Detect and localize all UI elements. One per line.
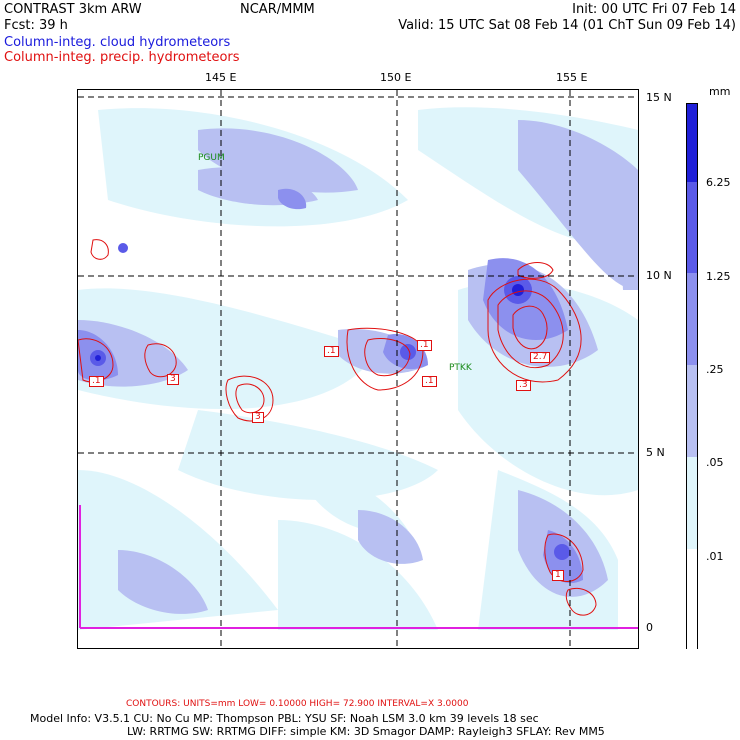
contour-label: 1 xyxy=(552,570,564,581)
contour-label: .1 xyxy=(324,346,339,357)
lon-label-155: 155 E xyxy=(556,71,588,84)
init-time: Init: 00 UTC Fri 07 Feb 14 xyxy=(572,2,736,17)
station-ptkk: PTKK xyxy=(449,363,472,373)
map-panel: PGUM PTKK .1 3 3 .1 .1 2.7 .3 .1 1 1 xyxy=(77,89,639,649)
lat-label-0: 0 xyxy=(646,621,653,634)
lon-label-145: 145 E xyxy=(205,71,237,84)
colorbar-label-25: .25 xyxy=(706,363,724,376)
colorbar-label-125: 1.25 xyxy=(706,270,731,283)
lat-lon-grid xyxy=(78,90,638,648)
field-precip-title: Column-integ. precip. hydrometeors xyxy=(4,50,240,65)
map-canvas xyxy=(78,90,638,648)
institution: NCAR/MMM xyxy=(240,2,315,17)
domain-boundary xyxy=(79,505,638,629)
lon-label-150: 150 E xyxy=(380,71,412,84)
colorbar-swatch-0 xyxy=(687,549,697,650)
contour-label: .1 xyxy=(422,376,437,387)
colorbar-swatch-05 xyxy=(687,365,697,457)
lat-label-15n: 15 N xyxy=(646,91,672,104)
colorbar xyxy=(686,103,698,650)
colorbar-swatch-01 xyxy=(687,457,697,549)
lat-label-5n: 5 N xyxy=(646,446,665,459)
contour-label: 3 xyxy=(252,412,264,423)
colorbar-swatch-125 xyxy=(687,182,697,273)
model-info-line1: Model Info: V3.5.1 CU: No Cu MP: Thompso… xyxy=(30,712,539,725)
model-title: CONTRAST 3km ARW xyxy=(4,2,142,17)
valid-time: Valid: 15 UTC Sat 08 Feb 14 (01 ChT Sun … xyxy=(398,18,736,33)
contour-label: 2.7 xyxy=(530,352,551,363)
colorbar-label-01: .01 xyxy=(706,550,724,563)
colorbar-label-625: 6.25 xyxy=(706,176,731,189)
colorbar-swatch-25 xyxy=(687,273,697,365)
contour-label: .3 xyxy=(516,380,531,391)
colorbar-swatch-625 xyxy=(687,104,697,182)
contour-info: CONTOURS: UNITS=mm LOW= 0.10000 HIGH= 72… xyxy=(126,699,469,709)
contour-label: .1 xyxy=(89,376,104,387)
model-info-line2: LW: RRTMG SW: RRTMG DIFF: simple KM: 3D … xyxy=(127,725,605,738)
contour-label: .1 xyxy=(417,340,432,351)
station-pgum: PGUM xyxy=(198,153,225,163)
forecast-hour: Fcst: 39 h xyxy=(4,18,68,33)
contour-label: 3 xyxy=(167,374,179,385)
lat-label-10n: 10 N xyxy=(646,269,672,282)
colorbar-label-05: .05 xyxy=(706,456,724,469)
field-cloud-title: Column-integ. cloud hydrometeors xyxy=(4,35,231,50)
colorbar-unit: mm xyxy=(709,85,731,98)
